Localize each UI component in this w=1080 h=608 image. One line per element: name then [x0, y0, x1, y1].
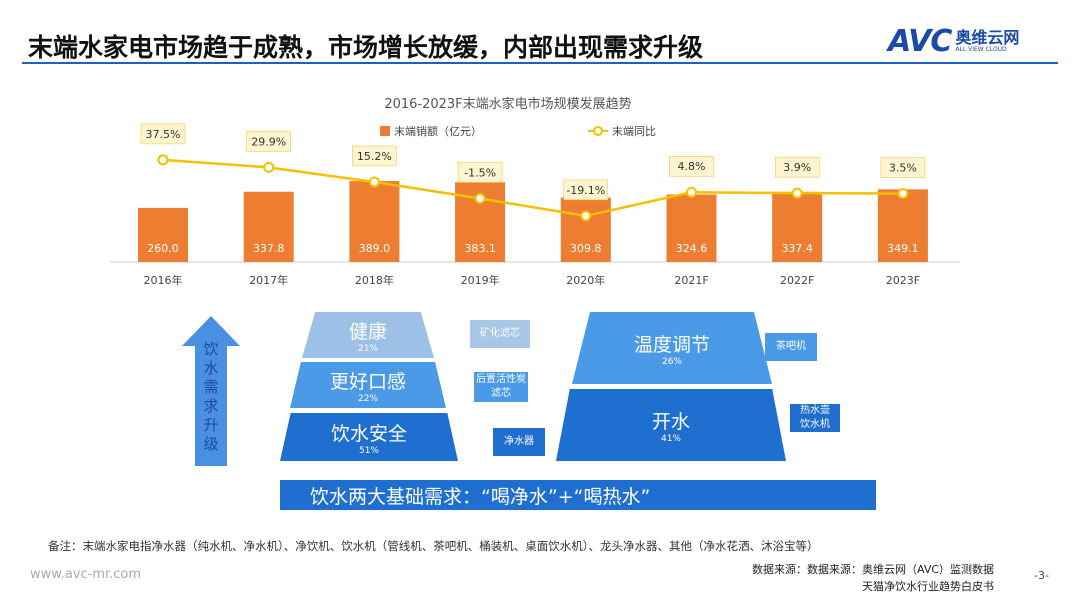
- bar-label: 349.1: [887, 242, 919, 255]
- logo-cn: 奥维云网: [955, 28, 1020, 47]
- bar-label: 260.0: [147, 242, 179, 255]
- tag-kettle: 热水壶饮水机: [790, 404, 840, 432]
- yoy-label: -19.1%: [566, 184, 605, 197]
- yoy-label: 37.5%: [146, 128, 181, 141]
- yoy-point: [263, 161, 275, 173]
- x-tick-label: 2016年: [144, 273, 183, 287]
- yoy-point: [474, 192, 486, 204]
- level-label: 温度调节: [633, 333, 710, 356]
- yoy-label-box: [563, 179, 609, 201]
- upgrade-arrow-icon: [182, 316, 240, 466]
- legend-line-label: 末端同比: [612, 124, 656, 138]
- pyramid-taste: 更好口感 22%: [290, 362, 446, 408]
- yoy-line: [162, 158, 903, 218]
- x-tick-label: 2021F: [674, 274, 708, 287]
- yoy-label-box: [669, 155, 714, 177]
- bar-label: 337.8: [253, 242, 285, 255]
- page-title: 末端水家电市场趋于成熟，市场增长放缓，内部出现需求升级: [28, 33, 704, 62]
- market-chart: 2016-2023F末端水家电市场规模发展趋势 末端销额（亿元） 末端同比 26…: [110, 96, 960, 287]
- pyramid-safety: 饮水安全 51%: [280, 413, 458, 461]
- yoy-label: 4.8%: [678, 160, 706, 173]
- upgrade-label: 饮水需求升级: [203, 340, 219, 453]
- yoy-point: [791, 187, 803, 199]
- page-number: -3-: [1034, 569, 1049, 582]
- title-divider: [22, 62, 1058, 64]
- x-tick-label: 2018年: [355, 273, 394, 287]
- pyramid-temp: 温度调节 26%: [572, 312, 772, 384]
- yoy-label: -1.5%: [464, 166, 496, 179]
- bar: [243, 191, 294, 262]
- level-label: 饮水安全: [330, 422, 407, 445]
- bar-label: 337.4: [781, 242, 813, 255]
- yoy-label-box: [457, 162, 503, 183]
- bar: [560, 197, 611, 262]
- yoy-label-box: [352, 145, 397, 167]
- base-demand-bar: 饮水两大基础需求：“喝净水”+“喝热水”: [280, 480, 876, 510]
- bar: [877, 189, 928, 262]
- yoy-label-box: [774, 156, 820, 178]
- legend: 末端销额（亿元） 末端同比: [380, 124, 656, 138]
- yoy-point: [157, 154, 169, 166]
- level-label: 开水: [651, 410, 690, 433]
- level-pct: 22%: [357, 393, 378, 404]
- yoy-label-box: [246, 131, 291, 152]
- level-pct: 26%: [661, 356, 682, 367]
- yoy-point: [897, 188, 909, 200]
- tag-purifier: 净水器: [493, 428, 545, 456]
- level-pct: 51%: [358, 445, 379, 456]
- bar: [772, 191, 823, 262]
- x-tick-label: 2023F: [886, 274, 920, 287]
- logo-mark: AVC: [888, 24, 952, 59]
- yoy-label: 29.9%: [251, 135, 286, 148]
- x-tick-label: 2020年: [566, 273, 605, 287]
- level-pct: 41%: [660, 433, 681, 444]
- x-tick-label: 2017年: [249, 273, 288, 287]
- yoy-label-box: [140, 123, 186, 145]
- bar: [349, 181, 400, 262]
- bar-label: 324.6: [676, 242, 708, 255]
- yoy-point: [368, 176, 380, 188]
- footnote: 备注：末端水家电指净水器（纯水机、净水机）、净饮机、饮水机（管线机、茶吧机、桶装…: [48, 539, 819, 553]
- data-source: 数据来源：数据来源：奥维云网（AVC）监测数据: [752, 563, 995, 576]
- tag-tea-bar: 茶吧机: [765, 333, 817, 361]
- legend-bar-label: 末端销额（亿元）: [394, 124, 482, 138]
- x-tick-label: 2022F: [780, 274, 814, 287]
- website-link[interactable]: www.avc-mr.com: [30, 567, 142, 582]
- legend-line-marker: [593, 126, 603, 136]
- legend-bar-swatch: [380, 126, 390, 136]
- bar: [666, 194, 717, 262]
- pyramid-health: 健康 21%: [302, 312, 434, 358]
- yoy-label: 3.5%: [889, 162, 917, 175]
- pyramid-boiling: 开水 41%: [556, 389, 786, 461]
- chart-title: 2016-2023F末端水家电市场规模发展趋势: [384, 96, 631, 112]
- yoy-label: 15.2%: [357, 150, 392, 163]
- avc-logo: AVC 奥维云网 ALL VIEW CLOUD: [888, 24, 1019, 59]
- level-label: 更好口感: [329, 370, 406, 393]
- data-source-2: 天猫净饮水行业趋势白皮书: [862, 580, 994, 593]
- yoy-point: [580, 210, 592, 222]
- bar-label: 389.0: [359, 242, 391, 255]
- yoy-label-box: [880, 157, 926, 178]
- yoy-point: [686, 186, 697, 198]
- bar: [138, 207, 188, 262]
- yoy-label: 3.9%: [783, 161, 811, 174]
- tag-carbon: 后置活性炭滤芯: [474, 372, 528, 402]
- bar-label: 309.8: [570, 242, 602, 255]
- tag-mineral: 矿化滤芯: [470, 320, 530, 348]
- level-pct: 21%: [357, 343, 378, 354]
- logo-en: ALL VIEW CLOUD: [955, 46, 1007, 53]
- level-label: 健康: [348, 320, 387, 343]
- x-tick-label: 2019年: [461, 273, 500, 287]
- bar-label: 383.1: [464, 242, 496, 255]
